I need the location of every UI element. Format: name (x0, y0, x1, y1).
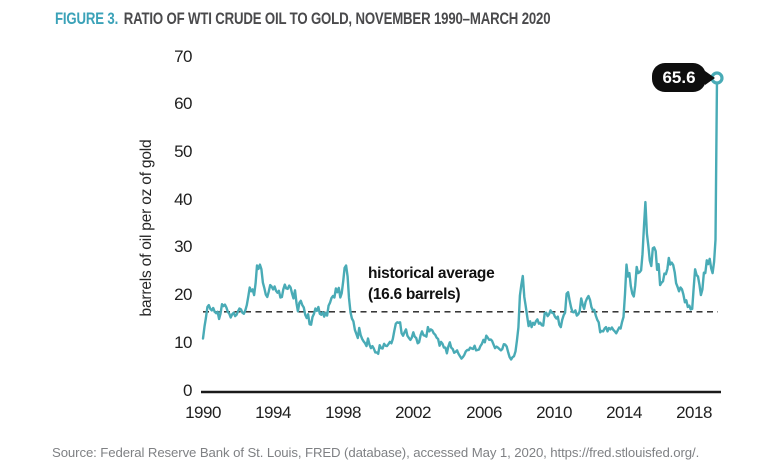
y-tick-label-30: 30 (174, 237, 192, 256)
historical-average-annotation-line2: (16.6 barrels) (368, 286, 461, 303)
x-tick-label-2002: 2002 (395, 403, 431, 422)
x-tick-label-1998: 1998 (325, 403, 361, 422)
x-tick-label-2018: 2018 (676, 403, 712, 422)
x-tick-label-1990: 1990 (185, 403, 221, 422)
y-tick-label-0: 0 (183, 381, 192, 400)
source-note: Source: Federal Reserve Bank of St. Loui… (52, 445, 700, 460)
ratio-line-series (201, 76, 719, 361)
y-tick-label-10: 10 (174, 333, 192, 352)
x-tick-label-2014: 2014 (606, 403, 642, 422)
y-tick-label-20: 20 (174, 285, 192, 304)
end-value-badge: 65.6 (652, 63, 715, 92)
figure-header: FIGURE 3. RATIO OF WTI CRUDE OIL TO GOLD,… (55, 10, 551, 29)
figure-number-label: FIGURE 3. (55, 10, 119, 28)
y-tick-label-70: 70 (174, 47, 192, 66)
x-tick-label-2010: 2010 (536, 403, 572, 422)
y-tick-label-60: 60 (174, 94, 192, 113)
y-tick-label-50: 50 (174, 142, 192, 161)
x-tick-label-2006: 2006 (466, 403, 502, 422)
x-tick-label-1994: 1994 (255, 403, 291, 422)
y-tick-label-40: 40 (174, 190, 192, 209)
historical-average-annotation: historical average (16.6 barrels) (368, 263, 495, 305)
historical-average-annotation-line1: historical average (368, 265, 495, 282)
figure-title: RATIO OF WTI CRUDE OIL TO GOLD, NOVEMBER… (123, 10, 551, 28)
